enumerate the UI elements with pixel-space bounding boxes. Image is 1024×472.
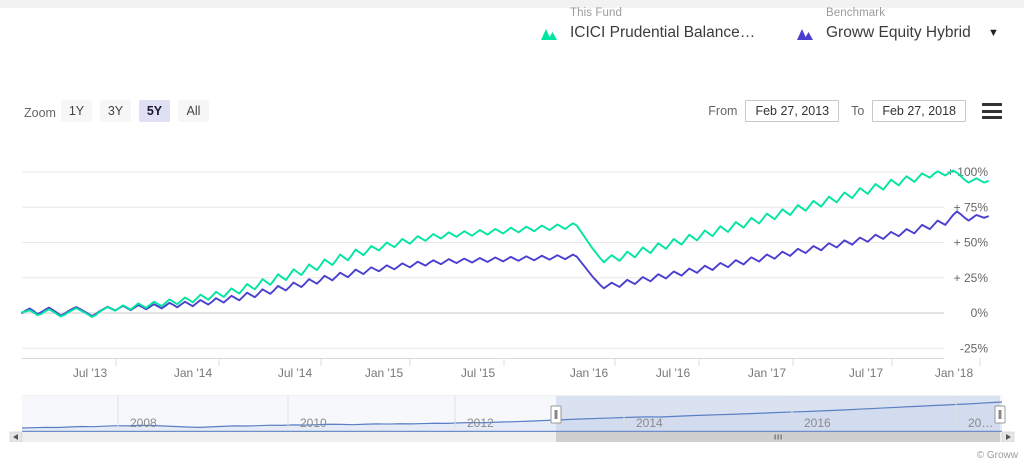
zoom-label: Zoom <box>24 106 56 120</box>
x-axis-tick-label: Jul '14 <box>278 366 313 380</box>
x-axis-tick-label: Jan '14 <box>174 366 213 380</box>
navigator-selection[interactable] <box>556 396 1000 432</box>
chart-legend: This Fund ICICI Prudential Balance… Benc… <box>0 0 1024 62</box>
x-axis-tick-label: Jan '16 <box>570 366 609 380</box>
x-axis-tick-label: Jul '15 <box>461 366 496 380</box>
x-axis-tick-label: Jul '17 <box>849 366 884 380</box>
y-axis-tick-label: 0% <box>971 306 989 320</box>
mountain-icon <box>790 25 816 41</box>
to-date-input[interactable]: Feb 27, 2018 <box>872 100 966 122</box>
scrollbar-track[interactable] <box>22 432 1002 442</box>
legend-label-this-fund: ICICI Prudential Balance… <box>570 24 756 41</box>
navigator-handle-right[interactable] <box>994 405 1006 424</box>
range-selector: 1Y 3Y 5Y All <box>61 100 217 122</box>
copyright-credit: © Groww <box>976 450 1018 461</box>
x-axis-tick-label: Jan '18 <box>935 366 974 380</box>
hamburger-menu-icon[interactable] <box>982 103 1002 119</box>
scroll-right-arrow-icon[interactable] <box>1001 431 1015 442</box>
plot-svg: + 100% + 75% + 50% + 25% 0% -25% <box>21 165 989 355</box>
navigator-year-label: 2014 <box>636 416 663 430</box>
legend-item-benchmark[interactable]: Benchmark Groww Equity Hybrid <box>790 6 971 42</box>
navigator-year-label: 2008 <box>130 416 157 430</box>
navigator-year-label: 2012 <box>467 416 494 430</box>
navigator-series-line <box>21 401 1003 429</box>
scrollbar-grip-icon <box>780 434 782 440</box>
series-line <box>21 210 989 318</box>
y-axis-tick-label: + 100% <box>947 165 988 179</box>
navigator-handle-left[interactable] <box>550 405 562 424</box>
y-axis-tick-label: + 50% <box>954 236 989 250</box>
range-button-3y[interactable]: 3Y <box>100 100 131 122</box>
y-axis-tick-label: -25% <box>960 341 988 355</box>
scroll-left-arrow-icon[interactable] <box>9 431 23 442</box>
x-axis: Jul '13 Jan '14 Jul '14 Jan '15 Jul '15 Jan '… <box>0 358 1024 386</box>
date-range-controls: From Feb 27, 2013 To Feb 27, 2018 <box>708 100 1002 122</box>
x-axis-tick-label: Jul '13 <box>73 366 108 380</box>
mountain-icon <box>534 25 560 41</box>
main-plot-area[interactable]: + 100% + 75% + 50% + 25% 0% -25% <box>0 140 1024 362</box>
top-band <box>0 0 1024 8</box>
range-button-1y[interactable]: 1Y <box>61 100 92 122</box>
navigator-year-label: 2016 <box>804 416 831 430</box>
to-label: To <box>851 104 865 118</box>
chart-toolbar: Zoom 1Y 3Y 5Y All From Feb 27, 2013 To Feb … <box>0 98 1024 132</box>
x-axis-tick-label: Jul '16 <box>656 366 691 380</box>
range-button-5y[interactable]: 5Y <box>139 100 170 122</box>
y-axis-tick-label: + 75% <box>954 200 989 214</box>
legend-caption-this-fund: This Fund <box>570 7 623 19</box>
legend-caption-benchmark: Benchmark <box>826 7 886 19</box>
x-axis-tick-label: Jan '17 <box>748 366 787 380</box>
y-axis-tick-label: + 25% <box>954 271 989 285</box>
legend-item-this-fund[interactable]: This Fund ICICI Prudential Balance… <box>534 6 755 42</box>
from-label: From <box>708 104 738 118</box>
chevron-down-icon[interactable]: ▼ <box>988 27 999 39</box>
navigator-year-label: 20… <box>968 416 993 430</box>
navigator-year-label: 2010 <box>300 416 327 430</box>
x-axis-tick-label: Jan '15 <box>365 366 404 380</box>
navigator-svg[interactable]: 2008 2010 2012 2014 2016 20… <box>0 390 1024 442</box>
scrollbar-grip-icon <box>774 434 776 440</box>
chart-navigator[interactable]: 2008 2010 2012 2014 2016 20… <box>0 390 1024 442</box>
legend-label-benchmark: Groww Equity Hybrid <box>826 24 971 41</box>
from-date-input[interactable]: Feb 27, 2013 <box>745 100 840 122</box>
scrollbar-grip-icon <box>777 434 779 440</box>
x-axis-svg: Jul '13 Jan '14 Jul '14 Jan '15 Jul '15 Jan '… <box>22 358 981 380</box>
range-button-all[interactable]: All <box>178 100 209 122</box>
series-line <box>21 169 989 318</box>
